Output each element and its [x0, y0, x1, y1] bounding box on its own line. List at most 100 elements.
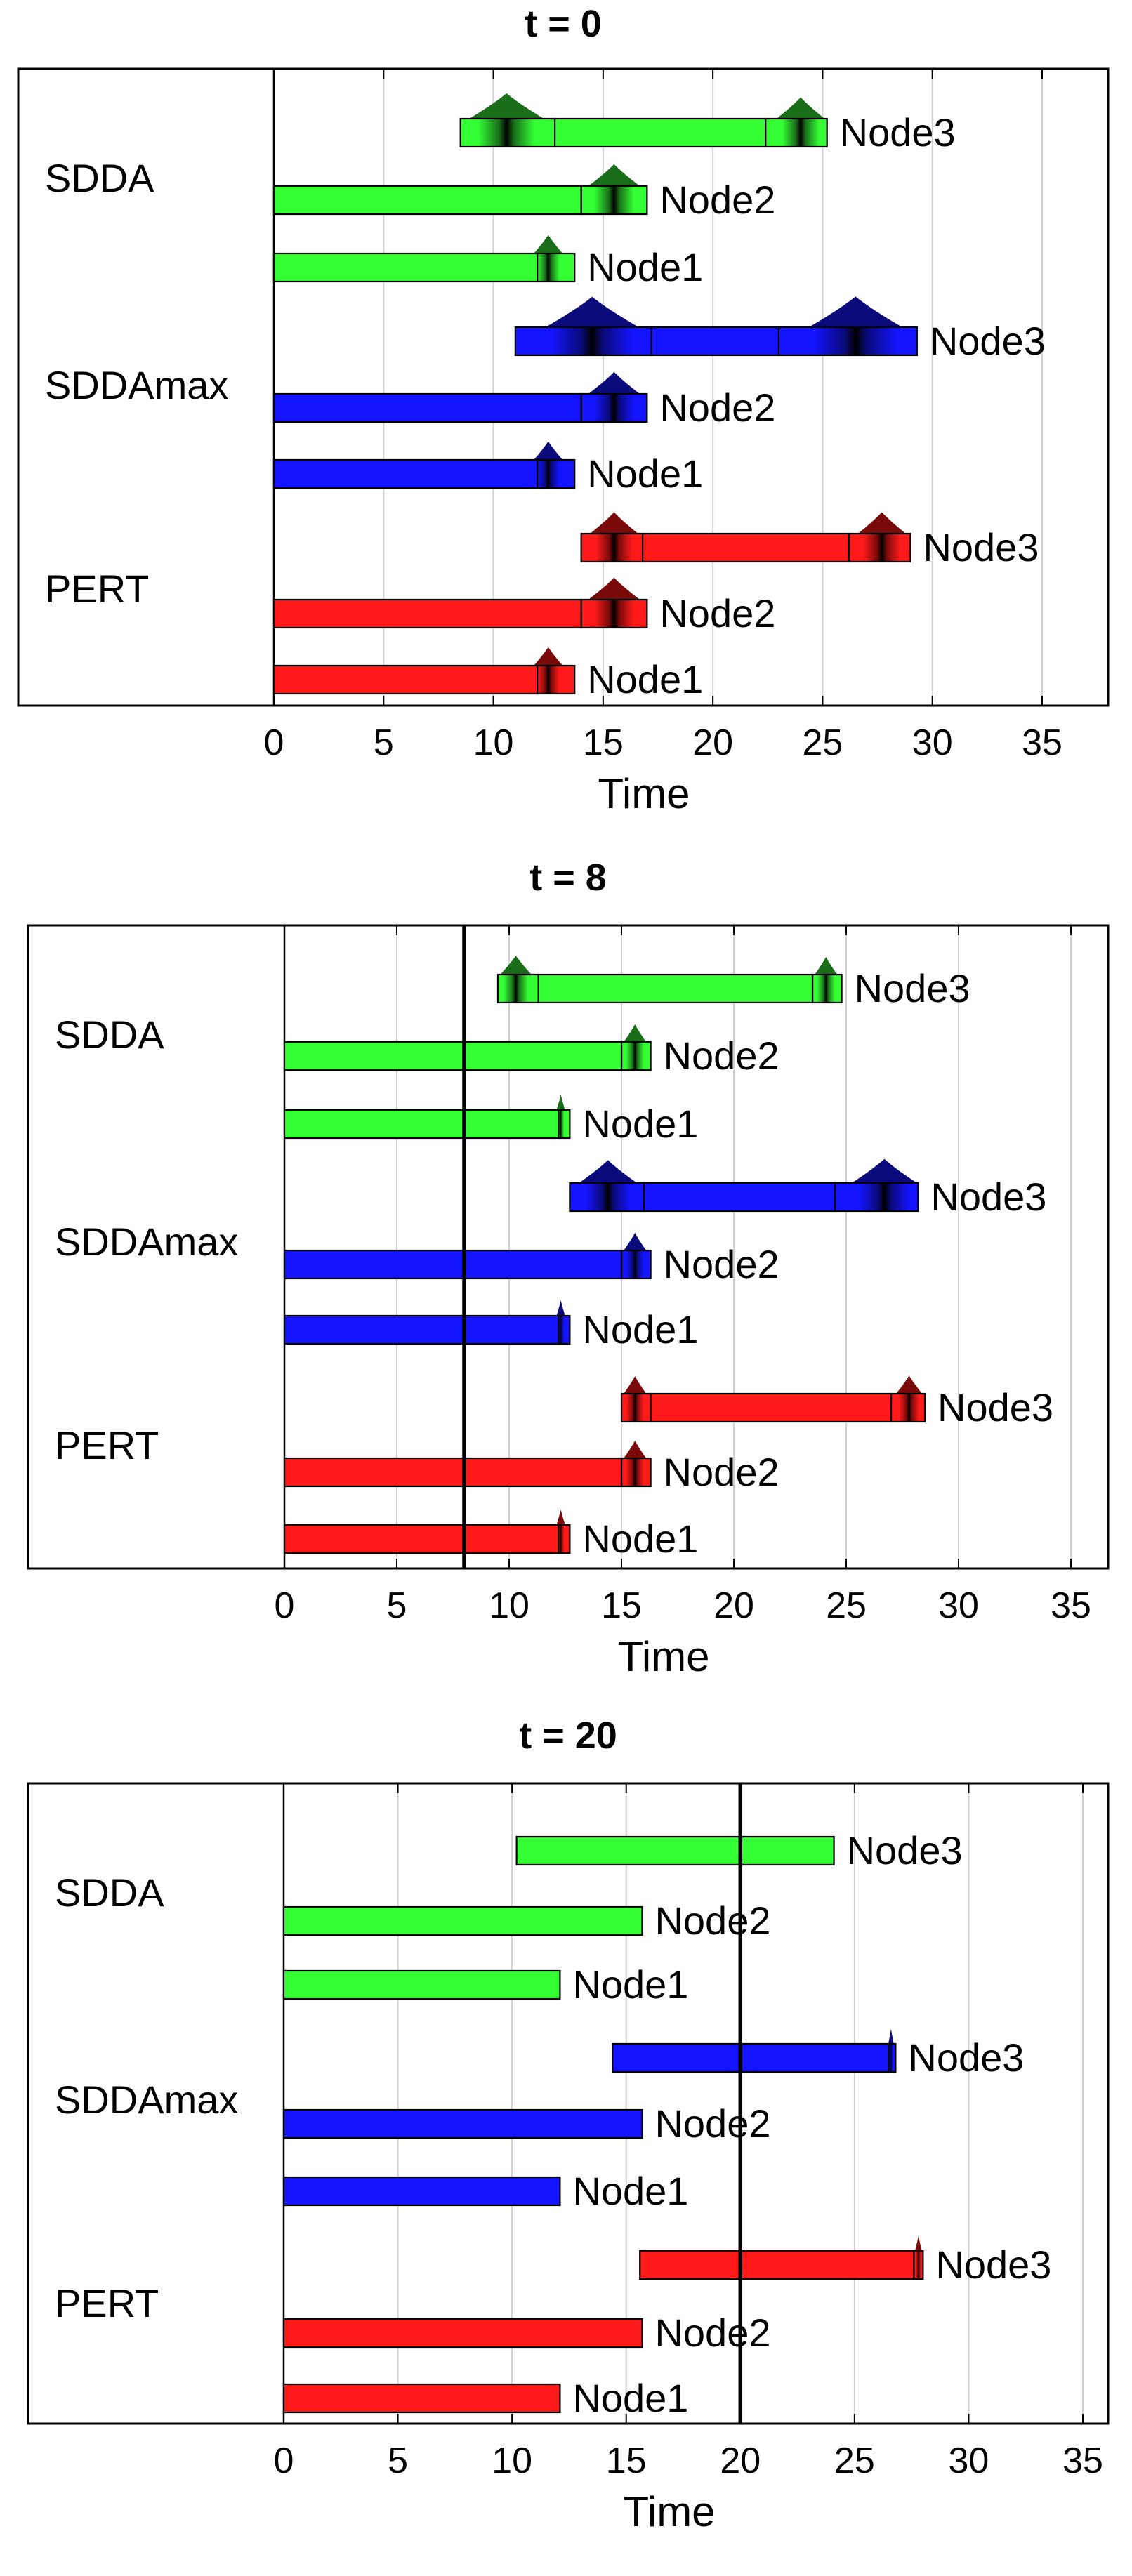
- task-bar: [283, 1314, 560, 1345]
- task-bar: [282, 2108, 643, 2139]
- uncertainty-peak: [555, 1510, 566, 1526]
- x-tick-label: 30: [912, 722, 953, 763]
- task-bar: [282, 2176, 561, 2207]
- uncertainty-segment: [580, 532, 644, 563]
- uncertainty-segment: [536, 458, 576, 489]
- uncertainty-peak: [806, 296, 905, 329]
- task-label: Node3: [930, 319, 1046, 363]
- group-sdda: SDDA Node3 Node2 Node1: [55, 956, 970, 1146]
- uncertainty-segment: [580, 598, 648, 629]
- group-sdda: SDDA Node3 Node2 Node1: [55, 1828, 963, 2007]
- group-label: PERT: [45, 567, 149, 611]
- task-label: Node3: [847, 1828, 963, 1872]
- plot-frame: [27, 924, 1110, 1570]
- task-bar: [283, 1041, 623, 1071]
- x-tick-label: 10: [473, 722, 514, 763]
- group-sdda: SDDA Node3 Node2 Node1: [45, 93, 956, 289]
- x-tick-label: 35: [1022, 722, 1062, 763]
- uncertainty-peak: [813, 957, 838, 976]
- task-bar: [612, 2042, 890, 2073]
- x-tick-label: 15: [583, 722, 624, 763]
- x-tick-label: 0: [275, 1585, 295, 1626]
- task-label: Node1: [582, 1307, 698, 1352]
- task-bar: [650, 326, 780, 357]
- uncertainty-peak: [586, 164, 642, 187]
- uncertainty-segment: [514, 326, 652, 357]
- uncertainty-segment: [848, 532, 911, 563]
- uncertainty-segment: [536, 664, 576, 695]
- uncertainty-segment: [580, 185, 648, 216]
- task-label: Node3: [923, 525, 1039, 569]
- group-sddamax: SDDAmax Node3 Node2 Node1: [55, 2028, 1024, 2213]
- task-bar: [537, 973, 814, 1004]
- task-label: Node2: [654, 1898, 770, 1943]
- uncertainty-peak: [532, 441, 565, 461]
- uncertainty-segment: [536, 252, 576, 283]
- task-label: Node1: [587, 451, 703, 496]
- x-tick-label: 35: [1051, 1585, 1091, 1626]
- uncertainty-segment: [558, 1314, 571, 1345]
- task-bar: [643, 1182, 836, 1213]
- uncertainty-segment: [913, 2250, 924, 2280]
- uncertainty-segment: [777, 326, 918, 357]
- x-tick-label: 30: [938, 1585, 979, 1626]
- plot-frame: [17, 67, 1110, 707]
- task-label: Node3: [855, 966, 970, 1010]
- task-label: Node1: [572, 1962, 688, 2007]
- x-tick-label: 20: [692, 722, 733, 763]
- group-label: SDDAmax: [55, 2078, 238, 2122]
- task-label: Node2: [659, 385, 775, 430]
- x-tick-label: 5: [374, 722, 394, 763]
- task-bar: [282, 1969, 561, 2000]
- x-axis-title: Time: [617, 1633, 709, 1680]
- uncertainty-segment: [765, 117, 828, 148]
- uncertainty-peak: [914, 2235, 923, 2252]
- x-axis-title: Time: [623, 2488, 715, 2535]
- task-label: Node2: [659, 178, 775, 222]
- group-pert: PERT Node3 Node2 Node1: [55, 1375, 1053, 1561]
- x-tick-label: 35: [1062, 2440, 1103, 2481]
- task-bar: [272, 598, 582, 629]
- uncertainty-peak: [622, 1024, 647, 1043]
- uncertainty-segment: [888, 2042, 897, 2073]
- x-tick-label: 5: [388, 2440, 408, 2481]
- uncertainty-peak: [622, 1233, 647, 1252]
- task-label: Node2: [664, 1242, 779, 1286]
- uncertainty-segment: [569, 1182, 645, 1213]
- uncertainty-peak: [888, 2028, 895, 2045]
- task-bar: [515, 1835, 835, 1866]
- task-label: Node3: [937, 1385, 1053, 1429]
- x-tick-label: 25: [803, 722, 843, 763]
- x-tick-label: 15: [601, 1585, 642, 1626]
- x-tick-label: 20: [713, 1585, 754, 1626]
- uncertainty-segment: [558, 1524, 571, 1554]
- plot-title: t = 8: [529, 857, 607, 899]
- task-bar: [283, 1524, 560, 1554]
- x-tick-label: 0: [264, 722, 284, 763]
- x-tick-label: 10: [492, 2440, 532, 2481]
- group-pert: PERT Node3 Node2 Node1: [55, 2235, 1051, 2420]
- uncertainty-peak: [555, 1095, 566, 1111]
- task-bar: [272, 252, 539, 283]
- task-label: Node3: [908, 2035, 1024, 2080]
- uncertainty-peak: [622, 1376, 647, 1395]
- uncertainty-segment: [620, 1457, 652, 1488]
- x-tick-label: 25: [826, 1585, 867, 1626]
- task-label: Node1: [582, 1102, 698, 1146]
- task-bar: [639, 2250, 915, 2280]
- uncertainty-peak: [895, 1375, 923, 1395]
- x-tick-label: 30: [949, 2440, 989, 2481]
- task-bar: [272, 185, 582, 216]
- uncertainty-segment: [811, 973, 843, 1004]
- group-label: PERT: [55, 1423, 159, 1467]
- uncertainty-segment: [890, 1392, 926, 1423]
- task-label: Node1: [572, 2376, 688, 2420]
- uncertainty-segment: [620, 1249, 652, 1280]
- uncertainty-peak: [577, 1160, 640, 1184]
- group-label: SDDA: [55, 1012, 164, 1057]
- task-bar: [553, 117, 767, 148]
- uncertainty-segment: [459, 117, 556, 148]
- x-tick-label: 20: [720, 2440, 761, 2481]
- x-tick-label: 0: [274, 2440, 294, 2481]
